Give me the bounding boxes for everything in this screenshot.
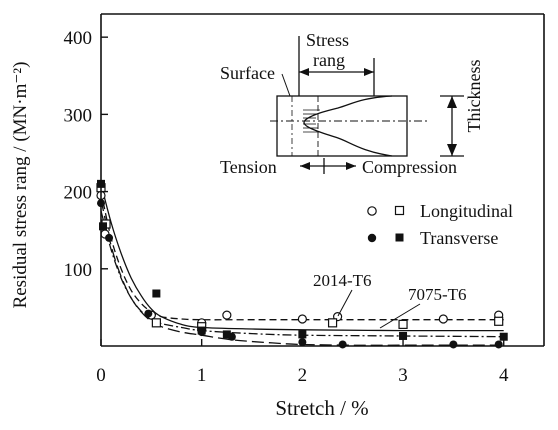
point-open-square: [327, 318, 338, 328]
point-filled-circle: [449, 340, 458, 349]
point-open-square: [494, 316, 504, 326]
inset-surface-label: Surface: [220, 63, 275, 83]
point-open-square: [398, 319, 408, 329]
point-filled-square: [152, 289, 161, 298]
legend-open-square-icon: [394, 205, 405, 216]
point-filled-square: [399, 331, 408, 340]
inset-compression-label: Compression: [362, 157, 457, 177]
inset-stress-label: Stress: [306, 30, 349, 50]
legend-filled-circle-icon: [367, 233, 377, 243]
inset-stress-profile: [303, 95, 393, 157]
inset-rang-label: rang: [313, 50, 345, 70]
inset-thickness-label: Thickness: [464, 60, 484, 133]
fit-curves: [100, 183, 504, 346]
point-open-circle: [438, 314, 448, 324]
inset-range-arrow-left-icon: [299, 68, 309, 76]
legend-open-circle-icon: [367, 206, 377, 216]
inset-plate-outline: [276, 95, 408, 157]
y-axis-label: Residual stress rang / (MN·m⁻²): [10, 62, 31, 309]
curve-solid: [100, 183, 504, 332]
point-open-square: [151, 318, 161, 328]
y-tick-label: 200: [64, 183, 93, 204]
point-filled-circle: [494, 340, 503, 349]
inset-diagram: Stress rang Surface Thickness Tension Co…: [220, 30, 484, 177]
y-tick-label: 300: [64, 105, 93, 126]
legend-label-transverse: Transverse: [420, 228, 498, 248]
inset-tension-label: Tension: [220, 157, 277, 177]
y-tick-label: 400: [64, 28, 93, 49]
point-filled-square: [298, 330, 307, 339]
point-filled-circle: [144, 309, 153, 318]
curve-long-dash: [100, 199, 504, 346]
x-tick-label: 2: [298, 365, 308, 386]
point-filled-square: [499, 332, 508, 341]
curve-dash-dot: [100, 210, 504, 338]
axes: [100, 13, 545, 347]
legend: Longitudinal Transverse: [367, 201, 513, 248]
point-open-circle: [222, 310, 232, 320]
x-tick-label: 4: [499, 365, 509, 386]
y-tick-label: 100: [64, 260, 93, 281]
inset-range-arrow-right-icon: [364, 68, 374, 76]
point-open-circle: [297, 314, 307, 324]
annotation-leader-2014-t6: [337, 289, 353, 317]
x-tick-label: 0: [96, 365, 106, 386]
x-axis-label: Stretch / %: [275, 396, 368, 420]
legend-filled-square-icon: [395, 233, 404, 242]
point-filled-circle: [105, 233, 114, 242]
annotation-leader-7075-t6: [379, 303, 421, 329]
inset-thickness-arrow-down-icon: [447, 144, 457, 156]
inset-surface-leader: [281, 73, 291, 97]
x-tick-label: 3: [398, 365, 408, 386]
point-filled-circle: [338, 340, 347, 349]
point-filled-square: [99, 222, 108, 231]
inset-thickness-arrow-up-icon: [447, 96, 457, 108]
legend-label-longitudinal: Longitudinal: [420, 201, 513, 221]
annotation-7075-t6: 7075-T6: [408, 285, 467, 304]
inset-tension-arrow-icon: [300, 162, 310, 170]
x-tick-label: 1: [197, 365, 207, 386]
point-filled-square: [197, 326, 206, 335]
inset-compression-arrow-icon: [346, 162, 356, 170]
curve-dashed: [100, 191, 504, 321]
ticks: 0 1 2 3 4 100 200 300 400: [64, 28, 509, 386]
point-filled-square: [222, 330, 231, 339]
annotation-2014-t6: 2014-T6: [313, 271, 372, 290]
